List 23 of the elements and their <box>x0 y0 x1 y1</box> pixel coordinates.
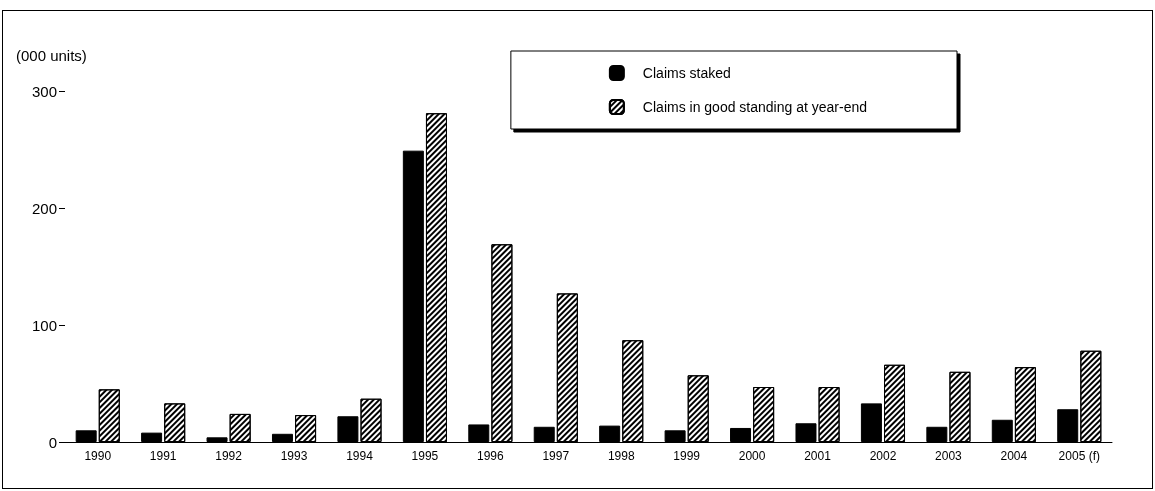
legend-label: Claims staked <box>642 65 731 81</box>
x-tick-label: 1992 <box>215 449 243 463</box>
x-tick-label: 1994 <box>346 449 374 463</box>
x-tick-label: 1995 <box>411 449 439 463</box>
x-tick-label: 1998 <box>607 449 635 463</box>
y-tick-label: 100 <box>31 316 57 334</box>
y-tick-label: 300 <box>31 82 57 100</box>
y-tick-label: 0 <box>48 433 57 451</box>
x-tick-label: 1997 <box>542 449 570 463</box>
x-tick-label: 1999 <box>673 449 701 463</box>
y-tick-label: 200 <box>31 199 57 217</box>
x-tick-label: 2004 <box>1000 449 1028 463</box>
x-tick-label: 2000 <box>738 449 766 463</box>
legend-label: Claims in good standing at year-end <box>642 99 868 115</box>
y-axis-title: (000 units) <box>16 47 87 64</box>
x-tick-label: 1996 <box>476 449 505 463</box>
x-tick-label: 2003 <box>935 449 963 463</box>
x-tick-label: 1991 <box>149 449 177 463</box>
x-tick-label: 1990 <box>84 449 112 463</box>
x-tick-label: 2002 <box>869 449 897 463</box>
x-tick-label: 2005 (f) <box>1058 449 1100 463</box>
x-tick-label: 2001 <box>804 449 832 463</box>
x-tick-label: 1993 <box>280 449 308 463</box>
